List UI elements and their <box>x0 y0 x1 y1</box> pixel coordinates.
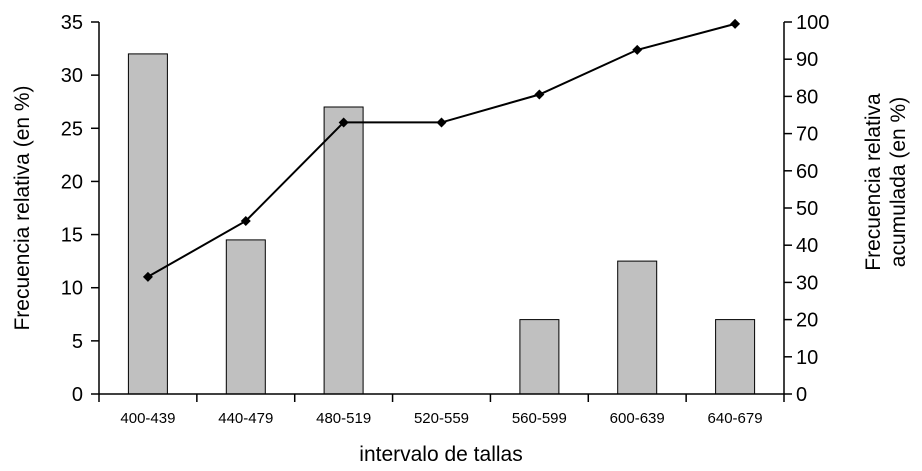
cumulative-point-440-479 <box>240 216 251 227</box>
right-tick-label-40: 40 <box>796 235 818 257</box>
cumulative-point-640-679 <box>730 18 741 29</box>
x-tick-label-400-439: 400-439 <box>120 410 175 427</box>
bar-560-599 <box>519 319 560 395</box>
x-ticks-group: 400-439 440-479 480-519 520-559 560-599 600-6… <box>98 394 785 427</box>
bar-640-679 <box>715 319 756 395</box>
left-tick-label-20: 20 <box>61 171 83 193</box>
right-tick-label-60: 60 <box>796 161 818 183</box>
x-axis-title: intervalo de tallas <box>359 443 522 466</box>
x-tick-label-520-559: 520-559 <box>414 410 469 427</box>
y-axis-title-right-line2: acumulada (en %) <box>887 97 910 267</box>
left-tick-label-0: 0 <box>72 384 83 406</box>
left-tick-label-25: 25 <box>61 118 83 140</box>
x-tick-label-600-639: 600-639 <box>610 410 665 427</box>
cumulative-point-600-639 <box>632 44 643 55</box>
x-tick-label-560-599: 560-599 <box>512 410 567 427</box>
bar-400-439 <box>127 53 168 395</box>
cumulative-point-400-439 <box>142 271 153 282</box>
cumulative-point-560-599 <box>534 89 545 100</box>
right-tick-label-80: 80 <box>796 86 818 108</box>
right-tick-label-10: 10 <box>796 347 818 369</box>
right-tick-label-90: 90 <box>796 49 818 71</box>
line-series-group <box>142 18 741 282</box>
left-tick-label-30: 30 <box>61 65 83 87</box>
cumulative-point-480-519 <box>338 117 349 128</box>
left-tick-label-10: 10 <box>61 278 83 300</box>
right-tick-label-100: 100 <box>796 12 829 34</box>
right-tick-label-70: 70 <box>796 124 818 146</box>
bar-480-519 <box>323 106 364 395</box>
right-tick-label-50: 50 <box>796 198 818 220</box>
cumulative-point-520-559 <box>436 117 447 128</box>
left-tick-label-5: 5 <box>72 331 83 353</box>
bar-600-639 <box>617 260 658 395</box>
left-tick-label-35: 35 <box>61 12 83 34</box>
right-tick-label-30: 30 <box>796 272 818 294</box>
right-tick-label-20: 20 <box>796 310 818 332</box>
y-axis-title-left: Frecuencia relativa (en %) <box>11 85 34 330</box>
x-tick-label-440-479: 440-479 <box>218 410 273 427</box>
right-tick-label-0: 0 <box>796 384 807 406</box>
bar-440-479 <box>225 239 266 395</box>
left-tick-label-15: 15 <box>61 225 83 247</box>
axes-group <box>98 22 785 395</box>
right-ticks-group: 0 10 20 30 40 50 60 70 80 90 100 <box>784 12 829 406</box>
left-ticks-group: 0 5 10 15 20 25 30 35 <box>61 12 99 406</box>
x-tick-label-480-519: 480-519 <box>316 410 371 427</box>
y-axis-title-right-line1: Frecuencia relativa <box>862 93 885 271</box>
x-tick-label-640-679: 640-679 <box>708 410 763 427</box>
bars-group <box>127 53 756 395</box>
cumulative-line <box>147 22 736 278</box>
